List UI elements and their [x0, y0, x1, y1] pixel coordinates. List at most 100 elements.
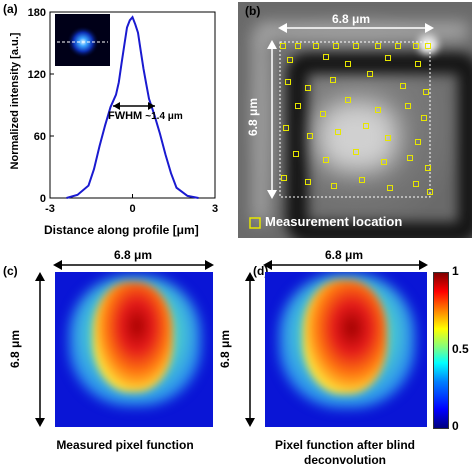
measurement-point [345, 97, 351, 103]
panel-c-height-arrow [35, 272, 45, 427]
measurement-point [333, 43, 339, 49]
top-light-band [258, 22, 468, 40]
measurement-point [323, 157, 329, 163]
y-tick-label: 0 [40, 193, 46, 205]
height-arrow-top-head [267, 40, 277, 49]
measurement-point [413, 43, 419, 49]
colorbar-tick-label: 0 [452, 419, 459, 433]
measurement-point [381, 159, 387, 165]
colorbar-tick-label: 1 [452, 264, 459, 278]
panel-a-label: (a) [3, 2, 18, 16]
panel-d-caption-line2: deconvolution [304, 453, 386, 467]
measurement-point [367, 71, 373, 77]
panel-d-height-arrow [245, 272, 255, 427]
panel-d-width-arrow-left [263, 260, 272, 270]
measurement-region-box [279, 41, 431, 198]
measurement-point [331, 183, 337, 189]
panel-c-width-label: 6.8 μm [114, 248, 153, 262]
measurement-point [280, 43, 286, 49]
measurement-point [287, 57, 293, 63]
measurement-point [345, 61, 351, 67]
measurement-point [423, 89, 429, 95]
measurement-point [425, 165, 431, 171]
measurement-point [359, 177, 365, 183]
measurement-point [313, 43, 319, 49]
panel-c-width-arrow-left [53, 260, 62, 270]
measurement-point [335, 129, 341, 135]
pixel-dark-frame [286, 52, 472, 238]
panel-d-heatmap-core [303, 280, 387, 394]
y-tick-label: 60 [34, 131, 46, 143]
measurement-point [281, 175, 287, 181]
panel-d-heatmap [265, 272, 427, 427]
measurement-point [375, 107, 381, 113]
measurement-point [400, 83, 406, 89]
measurement-point [305, 85, 311, 91]
x-tick-label: -3 [45, 203, 55, 215]
top-dimension-arrows [53, 260, 428, 270]
measurement-point [320, 111, 326, 117]
measurement-point [307, 133, 313, 139]
panel-d-caption: Pixel function after blind deconvolution [250, 438, 440, 468]
pixel-bright-region [318, 102, 398, 172]
measurement-point [427, 189, 433, 195]
panel-d-height-arrow-bottom [245, 418, 255, 427]
measurement-point [285, 79, 291, 85]
width-arrow-right-head [425, 23, 434, 33]
fwhm-value: ~1.4 μm [145, 111, 183, 122]
panel-a-xlabel: Distance along profile [μm] [44, 223, 199, 237]
panel-d-label: (d) [253, 264, 269, 278]
panel-b-height-label: 6.8 μm [246, 97, 261, 137]
panel-d-width-label: 6.8 μm [325, 248, 364, 262]
y-tick-label: 120 [28, 69, 46, 81]
measurement-point [305, 179, 311, 185]
panel-c-label: (c) [3, 264, 18, 278]
panel-c-height-arrow-top [35, 272, 45, 281]
height-arrow-bottom-head [267, 190, 277, 199]
measurement-point [283, 125, 289, 131]
fwhm-arrow-right-head [148, 102, 155, 110]
x-tick-label: 0 [129, 203, 135, 215]
measurement-point [295, 43, 301, 49]
panel-c-height-label: 6.8 μm [8, 329, 23, 369]
measurement-point [353, 43, 359, 49]
colorbar-tick-label: 0.5 [452, 341, 469, 356]
measurement-point [395, 43, 401, 49]
x-tick-label: 3 [212, 203, 218, 215]
measurement-point [387, 185, 393, 191]
measurement-point [415, 61, 421, 67]
measurement-point [385, 55, 391, 61]
measurement-point [295, 103, 301, 109]
measurement-point [363, 123, 369, 129]
measurement-point [413, 181, 419, 187]
panel-c-height-arrow-bottom [35, 418, 45, 427]
panel-b-label: (b) [245, 4, 261, 18]
panel-b-legend-label: Measurement location [265, 214, 403, 229]
left-light-band [252, 32, 270, 222]
measurement-points [280, 43, 433, 195]
panel-b-overlay [249, 23, 434, 229]
panel-c-width-arrow-right [205, 260, 214, 270]
panel-c-heatmap [55, 272, 213, 427]
width-arrow-left-head [278, 23, 287, 33]
fwhm-text: FWHM [108, 110, 143, 122]
panel-d-height-label: 6.8 μm [218, 329, 233, 369]
measurement-point [293, 151, 299, 157]
panel-c-caption: Measured pixel function [56, 438, 194, 452]
panel-b-width-label: 6.8 μm [332, 12, 371, 26]
measurement-point [405, 103, 411, 109]
intensity-profile-series [66, 15, 199, 199]
measurement-point [415, 139, 421, 145]
measurement-point [385, 135, 391, 141]
panel-d-height-arrow-top [245, 272, 255, 281]
fwhm-arrow-left-head [113, 102, 120, 110]
panel-c-heatmap-core [93, 282, 173, 392]
measurement-point [323, 54, 329, 60]
panel-d-caption-line1: Pixel function after blind [274, 438, 415, 452]
measurement-point [421, 115, 427, 121]
panel-d-width-arrow-right [419, 260, 428, 270]
measurement-point [407, 155, 413, 161]
measurement-point [353, 149, 359, 155]
